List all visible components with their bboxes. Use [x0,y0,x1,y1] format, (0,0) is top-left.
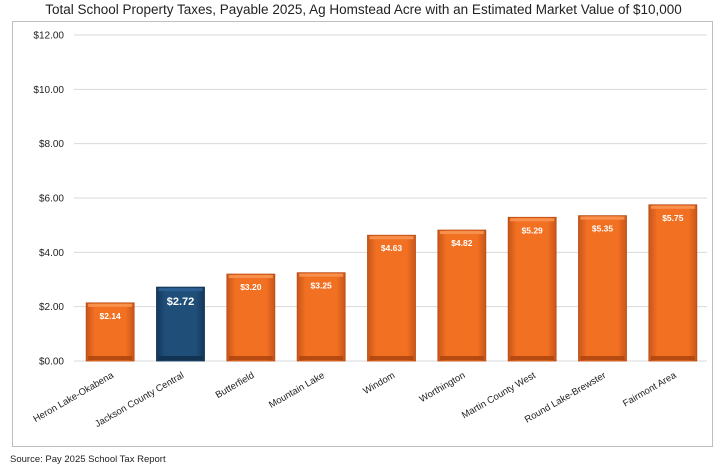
bar-bevel-top [650,205,695,209]
bar-worthington: $4.82 [437,229,487,362]
bar-jackson-county-central: $2.72 [156,286,205,362]
y-tick-label: $6.00 [39,194,64,205]
chart-frame [12,21,713,447]
bar-body [437,229,487,362]
x-tick-label: Butterfield [214,370,257,401]
chart-title: Total School Property Taxes, Payable 202… [45,2,682,17]
bars: $2.14 $2.72 $3.20 $3.25 $4.63 $4.82 $5.29 $5.35… [85,204,698,362]
source-note: Source: Pay 2025 School Tax Report [10,454,166,465]
bar-heron-lake-okabena: $2.14 [85,302,135,362]
bar-round-lake-brewster: $5.35 [578,215,627,362]
bar-body [226,273,276,362]
bar-body [367,234,416,362]
bar-bevel-bottom [88,356,133,360]
bar-bevel-top [510,218,555,222]
bar-martin-county-west: $5.29 [507,216,557,362]
bar-bevel-bottom [439,356,484,360]
data-label: $5.75 [662,213,684,223]
y-tick-label: $12.00 [33,31,64,42]
bar-bevel-bottom [510,356,555,360]
y-axis-tick-labels: $0.00 $2.00 $4.00 $6.00 $8.00 $10.00 $12.00 [33,31,64,368]
bar-fairmont-area: $5.75 [648,204,698,362]
data-label: $2.72 [167,296,195,308]
data-label: $4.82 [451,238,473,248]
bar-windom: $4.63 [367,234,416,362]
bar-body [578,215,627,362]
bar-bevel-top [158,288,203,292]
x-tick-label: Worthington [418,370,468,405]
x-tick-label: Mountain Lake [267,370,326,411]
bar-bevel-top [439,231,484,235]
bar-bevel-bottom [580,356,625,360]
bar-body [507,216,557,362]
bar-body [85,302,135,362]
data-label: $4.63 [381,243,403,253]
bar-bevel-top [228,275,273,279]
bar-bevel-bottom [369,356,414,360]
y-tick-label: $8.00 [39,139,64,150]
data-label: $3.20 [240,282,262,292]
bar-body [296,272,346,362]
data-label: $3.25 [311,281,333,291]
x-tick-label: Fairmont Area [621,370,679,410]
y-tick-label: $4.00 [39,248,64,259]
bar-bevel-bottom [228,356,273,360]
bar-bevel-bottom [158,356,203,360]
bar-bevel-top [88,303,133,307]
bar-bevel-top [369,236,414,240]
data-label: $5.35 [592,224,614,234]
bar-body [648,204,698,362]
bar-bevel-bottom [299,356,344,360]
y-tick-label: $10.00 [33,85,64,96]
bar-body [156,286,205,362]
bar-butterfield: $3.20 [226,273,276,362]
x-tick-label: Windom [361,370,397,397]
bar-bevel-top [299,273,344,277]
bar-bevel-bottom [650,356,695,360]
y-tick-label: $2.00 [39,302,64,313]
data-label: $2.14 [100,311,122,321]
bar-mountain-lake: $3.25 [296,272,346,362]
y-tick-label: $0.00 [39,357,64,368]
data-label: $5.29 [522,225,544,235]
bar-bevel-top [580,216,625,220]
